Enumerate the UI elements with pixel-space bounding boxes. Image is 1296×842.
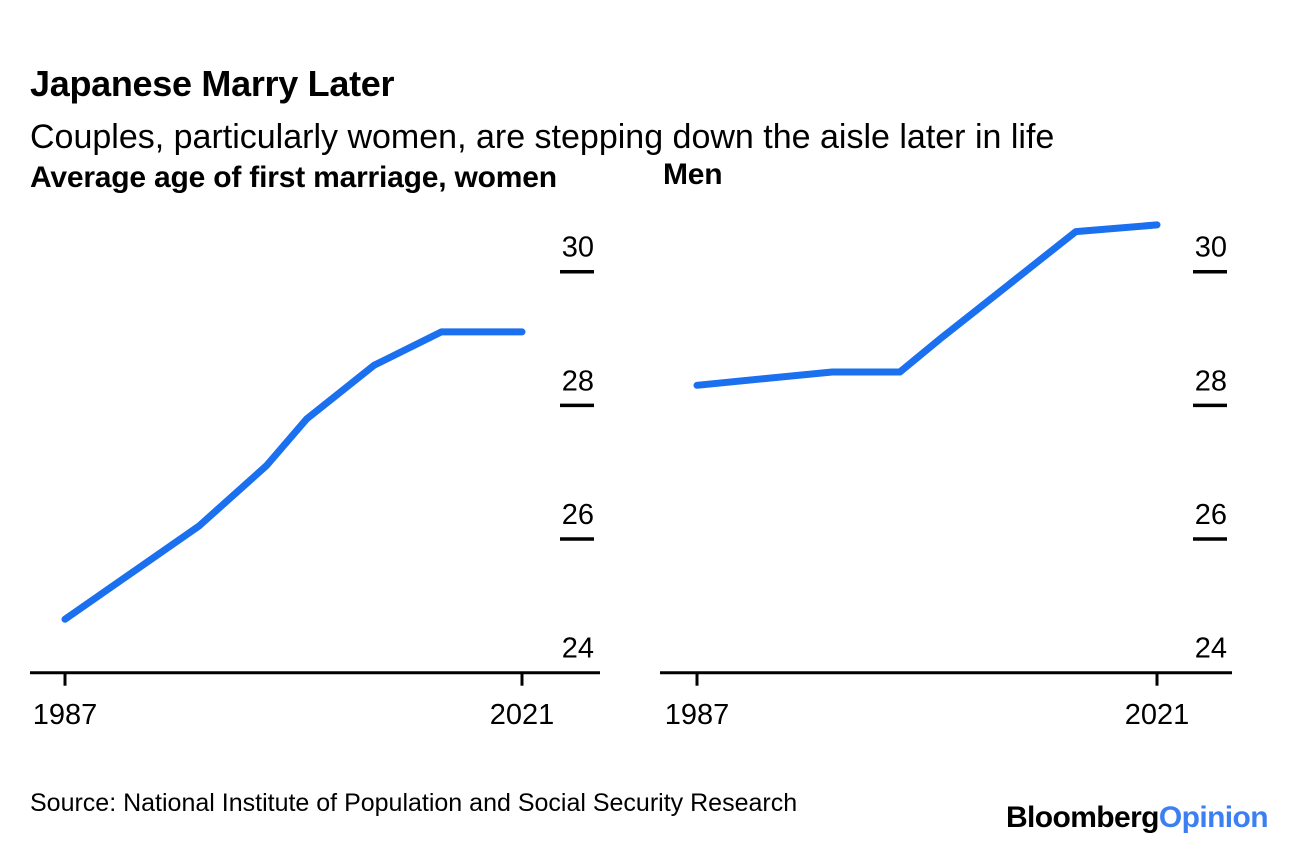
left-chart-title: Average age of first marriage, women: [30, 161, 557, 194]
y-tick-label: 28: [562, 365, 594, 397]
y-tick-label: 30: [1195, 232, 1227, 264]
x-tick-label: 1987: [33, 699, 98, 731]
series-line-women: [61, 328, 526, 623]
x-tick-label: 2021: [490, 699, 555, 731]
y-tick-label: 26: [1195, 499, 1227, 531]
logo-opinion-text: Opinion: [1158, 801, 1269, 834]
y-tick-label: 24: [562, 633, 594, 665]
y-tick-label: 26: [562, 499, 594, 531]
series-line-men: [693, 221, 1161, 389]
right-chart-title: Men: [663, 158, 723, 191]
y-tick-label: 24: [1195, 633, 1227, 665]
x-tick-label: 1987: [665, 699, 730, 731]
page-title: Japanese Marry Later: [30, 63, 395, 105]
source-note: Source: National Institute of Population…: [30, 789, 798, 817]
page-subtitle: Couples, particularly women, are steppin…: [30, 118, 1055, 156]
y-tick-label: 28: [1195, 365, 1227, 397]
logo-bloomberg-text: Bloomberg: [1005, 801, 1160, 834]
bloomberg-opinion-logo: BloombergOpinion: [1005, 801, 1269, 835]
y-tick-label: 30: [562, 232, 594, 264]
x-tick-label: 2021: [1125, 699, 1190, 731]
